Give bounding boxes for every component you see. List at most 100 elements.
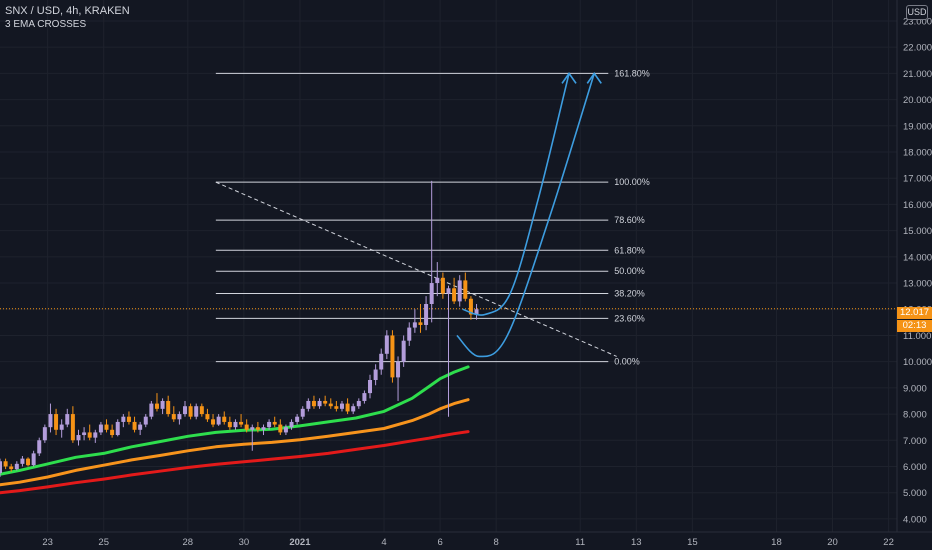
candle-body xyxy=(76,435,81,441)
price-tick-label: 20.000 xyxy=(903,95,932,106)
candle-body xyxy=(9,466,14,470)
price-axis[interactable] xyxy=(897,0,932,532)
candle-body xyxy=(166,400,171,415)
candle-body xyxy=(154,403,159,409)
candle-body xyxy=(48,414,53,428)
time-tick-label: 13 xyxy=(631,537,642,548)
candle-body xyxy=(250,427,255,430)
fibonacci-retracement[interactable]: 161.80% 100.00% 78.60% 61.80% 50.00% 38.20% 23… xyxy=(215,68,650,367)
trend-line[interactable] xyxy=(215,181,617,357)
candle-body xyxy=(356,400,361,407)
time-tick-label: 15 xyxy=(687,537,698,548)
candle-body xyxy=(351,406,356,412)
candle-body xyxy=(110,429,115,436)
candle-body xyxy=(345,403,350,412)
candle-body xyxy=(177,414,182,420)
candle-body xyxy=(429,283,434,304)
symbol-title[interactable]: SNX / USD, 4h, KRAKEN xyxy=(5,5,130,17)
candle-body xyxy=(463,280,468,299)
candle-body xyxy=(171,414,176,420)
candle-body xyxy=(194,406,199,417)
candle-body xyxy=(283,427,288,433)
time-tick-label: 20 xyxy=(827,537,838,548)
candle-body xyxy=(222,416,227,422)
price-axis-ticks: 4.000 5.000 6.000 7.000 8.000 9.000 10.000 11.0… xyxy=(903,16,932,525)
candle-body xyxy=(37,440,42,454)
time-tick-label: 23 xyxy=(42,537,53,548)
candle-body xyxy=(98,424,103,433)
time-tick-label: 22 xyxy=(883,537,894,548)
candle-body xyxy=(390,335,395,378)
candle-body xyxy=(412,322,417,328)
price-tick-label: 23.000 xyxy=(903,16,932,27)
candle-body xyxy=(121,416,126,422)
candle-body xyxy=(272,421,277,425)
candle-body xyxy=(328,403,333,407)
price-tick-label: 22.000 xyxy=(903,43,932,54)
candle-body xyxy=(143,416,148,425)
ema-slow-line xyxy=(0,430,470,495)
price-tick-label: 16.000 xyxy=(903,200,932,211)
candle-body xyxy=(65,414,70,425)
fib-level-label: 78.60% xyxy=(614,215,645,225)
indicator-label[interactable]: 3 EMA CROSSES xyxy=(5,19,87,30)
fib-level-label: 38.20% xyxy=(614,289,645,299)
candle-body xyxy=(59,424,64,430)
fib-level-label: 50.00% xyxy=(614,266,645,276)
candle-body xyxy=(379,353,384,370)
price-tick-label: 11.000 xyxy=(903,331,931,342)
candle-body xyxy=(104,424,109,430)
candle-body xyxy=(474,309,479,315)
bar-countdown-tag: 02:13 xyxy=(897,320,932,332)
price-tick-label: 9.000 xyxy=(903,383,927,394)
candle-body xyxy=(14,463,19,470)
candle-body xyxy=(244,424,249,430)
candle-body xyxy=(468,298,473,315)
price-tick-label: 15.000 xyxy=(903,226,932,237)
candle-body xyxy=(126,416,131,422)
candle-body xyxy=(384,335,389,354)
projection-arrow[interactable] xyxy=(462,73,570,316)
candle-body xyxy=(188,406,193,417)
candle-body xyxy=(317,400,322,407)
candle-body xyxy=(446,288,451,294)
candle-body xyxy=(87,432,92,438)
candle-body xyxy=(311,400,316,407)
price-tick-label: 4.000 xyxy=(903,514,927,525)
currency-badge[interactable]: USD xyxy=(906,5,928,20)
candle-body xyxy=(289,421,294,428)
time-tick-label: 6 xyxy=(437,537,442,548)
time-tick-label: 8 xyxy=(494,537,499,548)
candle-body xyxy=(435,277,440,284)
candle-body xyxy=(70,414,75,441)
candles xyxy=(0,180,479,477)
fib-level-label: 61.80% xyxy=(614,245,645,255)
time-tick-label: 28 xyxy=(183,537,194,548)
time-tick-label: 2021 xyxy=(289,537,311,548)
time-axis[interactable] xyxy=(0,532,932,550)
candle-body xyxy=(323,400,328,404)
price-tick-label: 6.000 xyxy=(903,462,927,473)
candle-body xyxy=(183,406,188,415)
price-tick-label: 5.000 xyxy=(903,488,927,499)
candle-body xyxy=(255,427,260,430)
fib-level-label: 100.00% xyxy=(614,177,650,187)
candle-body xyxy=(216,416,221,425)
candle-body xyxy=(93,432,98,438)
candle-body xyxy=(306,400,311,409)
fib-level-label: 23.60% xyxy=(614,313,645,323)
drawings[interactable] xyxy=(456,71,602,358)
fib-level-label: 161.80% xyxy=(614,68,650,78)
arrow-head-icon xyxy=(561,71,577,84)
candle-body xyxy=(300,408,305,417)
candle-body xyxy=(295,416,300,422)
price-tick-label: 17.000 xyxy=(903,174,932,185)
projection-arrow[interactable] xyxy=(456,73,596,358)
candle-body xyxy=(362,393,367,401)
ema-mid-line xyxy=(0,398,470,487)
candle-body xyxy=(82,432,87,436)
candle-body xyxy=(373,369,378,380)
candle-body xyxy=(115,421,120,436)
